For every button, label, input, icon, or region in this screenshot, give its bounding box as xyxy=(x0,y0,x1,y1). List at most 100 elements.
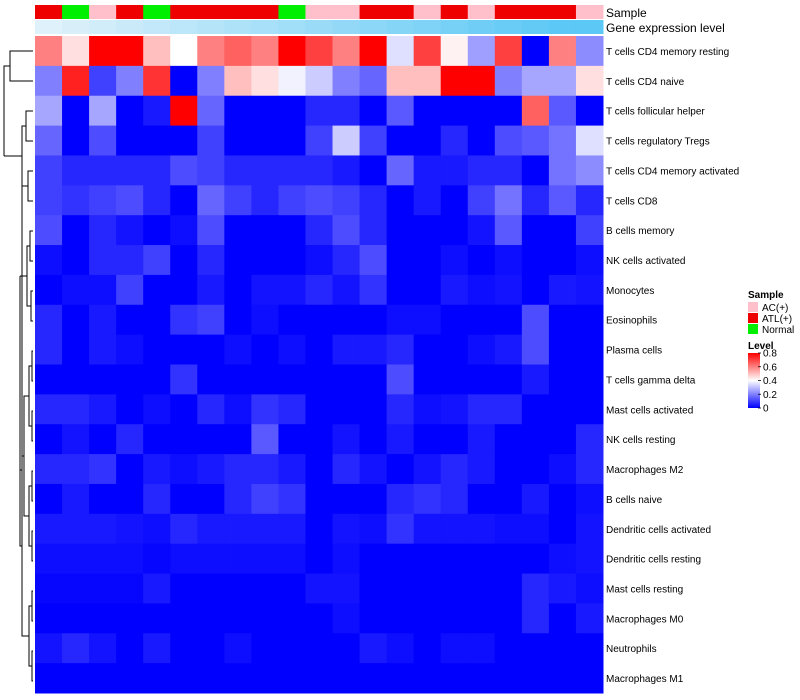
heatmap-cell xyxy=(62,95,90,127)
heatmap-cell xyxy=(116,36,144,67)
row-label: B cells naive xyxy=(606,495,663,506)
heatmap-cell xyxy=(548,483,577,515)
heatmap-cell xyxy=(467,394,496,425)
heatmap-cell xyxy=(170,424,198,455)
sample-annotation-cell xyxy=(224,5,252,19)
heatmap-cell xyxy=(116,245,144,276)
heatmap-cell xyxy=(170,215,198,246)
heatmap-cell xyxy=(224,36,252,67)
heatmap-cell xyxy=(35,215,63,246)
heatmap-cell xyxy=(440,394,469,425)
heatmap-cell xyxy=(494,424,523,455)
heatmap-cell xyxy=(305,334,334,365)
heatmap-cell xyxy=(62,424,90,455)
heatmap-cell xyxy=(143,334,171,365)
heatmap-cell xyxy=(494,125,523,156)
expression-annotation-cell xyxy=(278,20,306,34)
heatmap-cell xyxy=(413,215,442,246)
heatmap-cell xyxy=(251,573,279,604)
heatmap-cell xyxy=(575,155,604,186)
heatmap-cell xyxy=(197,304,225,336)
heatmap-cell xyxy=(467,663,496,694)
heatmap-cell xyxy=(521,633,550,664)
row-label: Macrophages M0 xyxy=(606,614,684,625)
heatmap-cell xyxy=(521,454,550,485)
expression-annotation-cell xyxy=(143,20,171,34)
heatmap-cell xyxy=(35,304,63,336)
heatmap-cell xyxy=(143,663,171,694)
heatmap-cell xyxy=(89,364,117,395)
heatmap-cell xyxy=(359,304,388,336)
expression-annotation-cell xyxy=(251,20,279,34)
heatmap-cell xyxy=(224,155,252,186)
heatmap-cell xyxy=(116,304,144,336)
heatmap-cell xyxy=(116,483,144,515)
heatmap-cell xyxy=(305,633,334,664)
legend-level-ticks: 0.8 0.6 0.4 0.2 0 xyxy=(758,349,777,415)
sample-annotation-cell xyxy=(332,5,361,19)
heatmap-cell xyxy=(332,424,361,455)
heatmap-cell xyxy=(440,304,469,336)
heatmap-cell xyxy=(116,633,144,664)
expression-annotation-cell xyxy=(170,20,198,34)
heatmap-cell xyxy=(89,603,117,634)
legend-sample-label: AC(+) xyxy=(762,303,788,314)
heatmap-cell xyxy=(494,454,523,485)
expression-annotation-cell xyxy=(197,20,225,34)
heatmap-cell xyxy=(440,215,469,246)
expression-annotation-cell xyxy=(116,20,144,34)
row-label: Dendritic cells resting xyxy=(606,555,701,566)
heatmap-cell xyxy=(197,36,225,67)
sample-annotation-cell xyxy=(62,5,90,19)
heatmap-cell xyxy=(197,513,225,545)
heatmap-cell xyxy=(494,304,523,336)
heatmap-cell xyxy=(278,185,306,216)
heatmap-cell xyxy=(575,454,604,485)
heatmap-cell xyxy=(575,394,604,425)
sample-annotation-cell xyxy=(467,5,496,19)
heatmap-cell xyxy=(89,215,117,246)
heatmap-cell xyxy=(143,543,171,575)
heatmap-cell xyxy=(197,185,225,216)
heatmap-cell xyxy=(359,125,388,156)
heatmap-cell xyxy=(521,125,550,156)
heatmap-cell xyxy=(89,95,117,127)
row-label: Plasma cells xyxy=(606,346,662,357)
expression-annotation-cell xyxy=(62,20,90,34)
heatmap-cell xyxy=(521,65,550,97)
heatmap-cell xyxy=(332,125,361,156)
heatmap-cell xyxy=(35,483,63,515)
heatmap-cell xyxy=(305,424,334,455)
heatmap-cell xyxy=(197,424,225,455)
heatmap-cell xyxy=(467,633,496,664)
heatmap-cell xyxy=(575,663,604,694)
expression-annotation-cell xyxy=(89,20,117,34)
heatmap-cell xyxy=(548,245,577,276)
heatmap-cell xyxy=(548,185,577,216)
heatmap-cell xyxy=(359,663,388,694)
heatmap-cell xyxy=(305,543,334,575)
expression-annotation-cell xyxy=(521,20,550,34)
row-label: NK cells activated xyxy=(606,256,685,267)
heatmap-cell xyxy=(35,95,63,127)
heatmap-cell xyxy=(467,65,496,97)
heatmap-cell xyxy=(305,364,334,395)
heatmap-cell xyxy=(332,185,361,216)
heatmap-cell xyxy=(305,95,334,127)
heatmap-cell xyxy=(494,394,523,425)
heatmap-cell xyxy=(170,334,198,365)
heatmap-cell xyxy=(116,603,144,634)
heatmap-cell xyxy=(386,573,415,604)
heatmap-cell xyxy=(35,513,63,545)
heatmap-cell xyxy=(467,185,496,216)
heatmap-cell xyxy=(251,663,279,694)
heatmap-cell xyxy=(548,633,577,664)
heatmap-cell xyxy=(305,185,334,216)
heatmap-cell xyxy=(413,36,442,67)
heatmap-cell xyxy=(62,394,90,425)
sample-annotation-bar xyxy=(35,5,604,19)
heatmap-cell xyxy=(305,573,334,604)
heatmap-cell xyxy=(494,573,523,604)
heatmap-cell xyxy=(197,454,225,485)
heatmap-cell xyxy=(332,513,361,545)
